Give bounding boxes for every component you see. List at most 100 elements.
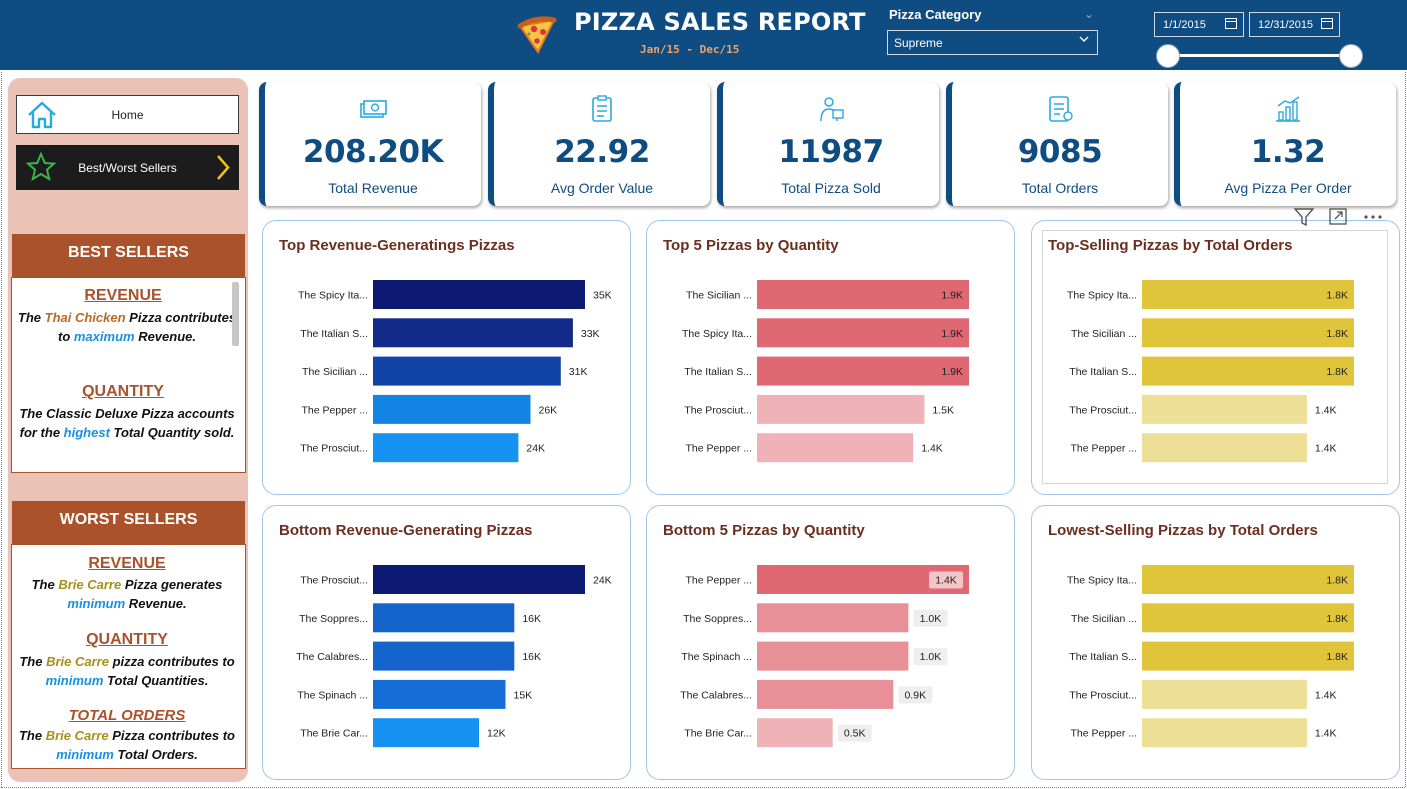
data-label: 16K (522, 651, 541, 663)
order-list-icon (1049, 96, 1073, 122)
kpi-total-orders: 9085 Total Orders (946, 82, 1168, 206)
bar[interactable] (757, 394, 925, 424)
header-bar: PIZZA SALES REPORT Jan/15 - Dec/15 Pizza… (0, 0, 1407, 70)
data-label: 0.9K (904, 689, 926, 701)
bar[interactable] (373, 641, 515, 671)
bar[interactable] (757, 603, 909, 633)
data-label: 15K (514, 689, 533, 701)
category-filter-label: Pizza Category (889, 7, 982, 22)
bar[interactable] (373, 433, 519, 463)
data-label: 1.8K (1326, 366, 1348, 378)
filter-icon[interactable] (1293, 208, 1315, 227)
date-slider-end-handle[interactable] (1339, 44, 1363, 68)
chart-bottom-quantity[interactable]: Bottom 5 Pizzas by Quantity The Pepper .… (646, 505, 1015, 780)
best-worst-sellers-label: Best/Worst Sellers (78, 161, 177, 175)
best-worst-sellers-button[interactable]: Best/Worst Sellers (16, 145, 239, 190)
bar[interactable] (1142, 718, 1307, 748)
category-label: The Pepper ... (1070, 728, 1137, 740)
bar-chart-plot: The Pepper ... 1.4K The Soppres... 1.0K The … (680, 565, 969, 748)
category-label: The Soppres... (683, 613, 752, 625)
home-button[interactable]: Home (16, 95, 239, 134)
data-label: 1.9K (941, 290, 963, 302)
bar[interactable] (757, 280, 969, 309)
bar[interactable] (1142, 433, 1307, 463)
bar[interactable] (1142, 603, 1354, 633)
bar[interactable] (1142, 565, 1354, 594)
bar[interactable] (1142, 394, 1307, 424)
pizza-slice-icon (517, 16, 557, 54)
money-icon (360, 100, 387, 118)
bar[interactable] (757, 641, 909, 671)
kpi-value: 1.32 (1250, 134, 1326, 170)
bar[interactable] (757, 433, 914, 463)
growth-chart-icon (1276, 96, 1300, 122)
data-label-badge (913, 609, 948, 627)
data-label: 1.9K (941, 366, 963, 378)
category-label: The Prosciut... (1069, 404, 1137, 416)
bar[interactable] (1142, 318, 1354, 348)
bar[interactable] (757, 718, 833, 748)
category-label: The Spinach ... (297, 689, 368, 701)
insights-scrollbar[interactable] (232, 282, 239, 346)
visual-focus-frame (1042, 230, 1388, 484)
bar[interactable] (373, 318, 573, 348)
page-border (1, 72, 2, 787)
category-label: The Italian S... (1069, 651, 1137, 663)
data-label: 1.8K (1326, 613, 1348, 625)
chart-top-revenue[interactable]: Top Revenue-Generatings Pizzas The Spicy… (262, 220, 631, 495)
bar[interactable] (373, 394, 531, 424)
chart-lowest-orders[interactable]: Lowest-Selling Pizzas by Total Orders Th… (1031, 505, 1400, 780)
calendar-icon[interactable] (1321, 18, 1333, 29)
bar[interactable] (373, 280, 585, 309)
bar[interactable] (1142, 679, 1307, 709)
calendar-icon[interactable] (1225, 18, 1237, 29)
chart-bottom-revenue[interactable]: Bottom Revenue-Generating Pizzas The Pro… (262, 505, 631, 780)
worst-revenue-text: The Brie Carre Pizza generates minimum R… (31, 577, 223, 611)
focus-mode-icon[interactable] (1329, 208, 1347, 225)
best-quantity-title: QUANTITY (82, 383, 164, 400)
kpi-label: Total Revenue (328, 180, 418, 196)
clipboard-icon (592, 95, 612, 122)
start-date-value: 1/1/2015 (1163, 19, 1206, 31)
bar[interactable] (1142, 280, 1354, 309)
data-label-badge (929, 571, 963, 589)
end-date-input[interactable]: 12/31/2015 (1249, 12, 1340, 37)
bar[interactable] (757, 318, 969, 348)
worst-orders-text: The Brie Carre Pizza contributes to mini… (18, 728, 235, 762)
bar[interactable] (373, 565, 585, 594)
bar[interactable] (757, 679, 894, 709)
worst-quantity-title: QUANTITY (86, 631, 168, 648)
start-date-input[interactable]: 1/1/2015 (1154, 12, 1244, 37)
kpi-avg-pizza-per-order: 1.32 Avg Pizza Per Order (1174, 82, 1396, 206)
best-revenue-title: REVENUE (84, 287, 162, 304)
bar[interactable] (757, 356, 969, 386)
report-title: PIZZA SALES REPORT (574, 8, 866, 36)
collapse-chevron-icon[interactable]: ⌄ (1084, 7, 1095, 21)
bar[interactable] (373, 356, 561, 386)
bar[interactable] (373, 679, 506, 709)
data-label-badge (898, 686, 933, 704)
bar[interactable] (373, 603, 515, 633)
category-label: The Spicy Ita... (298, 290, 368, 302)
data-label: 1.8K (1326, 651, 1348, 663)
bar[interactable] (1142, 641, 1354, 671)
data-label: 1.4K (935, 575, 957, 587)
bar[interactable] (373, 718, 479, 748)
chart-top-orders[interactable]: Top-Selling Pizzas by Total Orders The S… (1031, 220, 1400, 495)
chart-title: Lowest-Selling Pizzas by Total Orders (1048, 522, 1318, 539)
date-slider-start-handle[interactable] (1156, 44, 1180, 68)
bar-chart-plot: The Spicy Ita... 1.8K The Sicilian ... 1.8K… (1067, 280, 1354, 463)
date-slider-track[interactable] (1168, 54, 1352, 57)
data-label: 31K (569, 366, 588, 378)
category-label: The Brie Car... (300, 728, 368, 740)
more-options-icon[interactable] (1364, 215, 1382, 219)
data-label: 0.5K (844, 728, 866, 740)
data-label: 1.4K (921, 443, 943, 455)
chart-top-quantity[interactable]: Top 5 Pizzas by Quantity The Sicilian ..… (646, 220, 1015, 495)
category-label: The Prosciut... (1069, 689, 1137, 701)
category-label: The Italian S... (684, 366, 752, 378)
kpi-value: 9085 (1017, 134, 1103, 170)
data-label: 1.8K (1326, 575, 1348, 587)
category-select[interactable]: Supreme (887, 30, 1098, 55)
bar[interactable] (1142, 356, 1354, 386)
